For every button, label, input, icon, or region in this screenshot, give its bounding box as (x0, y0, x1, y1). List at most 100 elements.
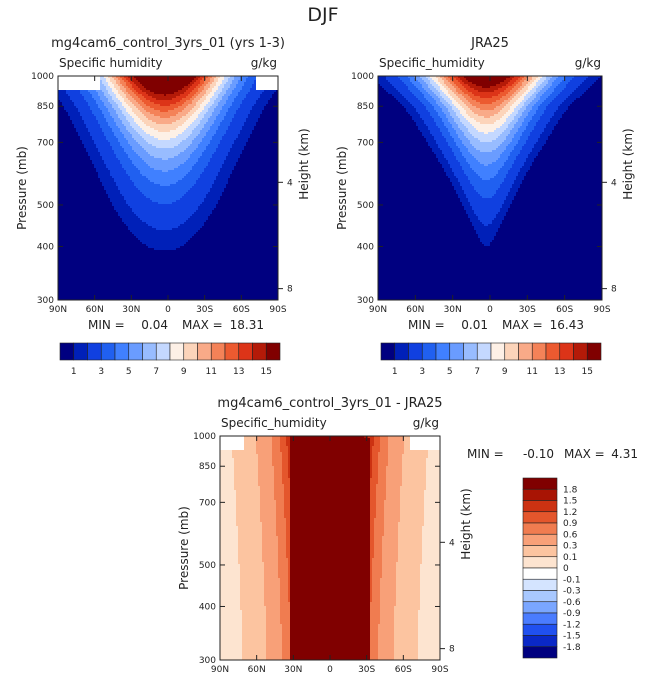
x-tick-label: 90N (369, 305, 387, 315)
y-tick-label: 400 (357, 242, 374, 252)
min-label: MIN = (467, 447, 504, 461)
x-tick-label: 0 (487, 305, 493, 315)
colorbar-tick-label: -1.2 (563, 620, 581, 630)
colorbar-tick-label: 0 (563, 564, 569, 574)
colorbar-swatch (523, 613, 557, 624)
colorbar-swatch (88, 343, 102, 360)
units-label: g/kg (251, 56, 277, 70)
colorbar-swatch (523, 624, 557, 635)
y-tick-label: 500 (199, 561, 216, 571)
colorbar-swatch (523, 546, 557, 557)
contour-field (378, 76, 602, 300)
y2-tick-label: 8 (287, 285, 293, 295)
colorbar-tick-label: 3 (419, 367, 425, 377)
colorbar-swatch (523, 512, 557, 523)
y-axis-label: Pressure (mb) (335, 146, 349, 230)
x-tick-label: 0 (327, 665, 333, 675)
x-tick-label: 90S (431, 665, 448, 675)
colorbar-swatch (574, 343, 588, 360)
colorbar-tick-label: 3 (98, 367, 104, 377)
x-tick-label: 60S (556, 305, 573, 315)
colorbar-swatch (198, 343, 212, 360)
colorbar-tick-label: 13 (233, 367, 244, 377)
y-tick-label: 700 (37, 138, 54, 148)
colorbar-tick-label: -1.5 (563, 632, 581, 642)
colorbar-swatch (156, 343, 170, 360)
y2-tick-label: 4 (287, 178, 293, 188)
colorbar-swatch (523, 478, 557, 489)
y2-axis-label: Height (km) (621, 128, 635, 199)
colorbar-swatch (211, 343, 225, 360)
x-tick-label: 60N (248, 665, 266, 675)
colorbar-swatch (436, 343, 450, 360)
colorbar-tick-label: 0.6 (563, 530, 578, 540)
figure-canvas: DJF mg4cam6_control_3yrs_01 (yrs 1-3)Spe… (0, 0, 647, 684)
colorbar-swatch (253, 343, 267, 360)
max-value: 18.31 (230, 318, 264, 332)
min-value: 0.01 (461, 318, 488, 332)
y2-tick-label: 4 (611, 178, 617, 188)
contour-field (220, 436, 440, 660)
colorbar-tick-label: 1.2 (563, 508, 577, 518)
x-tick-label: 60S (395, 665, 412, 675)
y-tick-label: 850 (199, 462, 216, 472)
y-tick-label: 1000 (193, 432, 216, 442)
colorbar-tick-label: 11 (527, 367, 538, 377)
colorbar-swatch (523, 579, 557, 590)
colorbar-tick-label: -0.3 (563, 587, 581, 597)
colorbar-swatch (523, 591, 557, 602)
panel-model: mg4cam6_control_3yrs_01 (yrs 1-3) Specifi… (15, 36, 311, 377)
variable-label: Specific_humidity (221, 416, 327, 430)
variable-label: Specific_humidity (379, 56, 485, 70)
colorbar-swatch (523, 636, 557, 647)
colorbar-tick-label: 1 (71, 367, 77, 377)
colorbar-swatch (101, 343, 115, 360)
x-tick-label: 30N (284, 665, 302, 675)
x-tick-label: 90N (211, 665, 229, 675)
colorbar-swatch (532, 343, 546, 360)
colorbar-swatch (395, 343, 409, 360)
x-tick-label: 0 (165, 305, 171, 315)
units-label: g/kg (413, 416, 439, 430)
panel-diff: mg4cam6_control_3yrs_01 - JRA25 Specific_… (177, 396, 638, 675)
colorbar-tick-label: 11 (206, 367, 217, 377)
colorbar-swatch (523, 557, 557, 568)
y2-axis-label: Height (km) (297, 128, 311, 199)
colorbar-swatch (546, 343, 560, 360)
x-tick-label: 30N (444, 305, 462, 315)
colorbar-swatch (60, 343, 74, 360)
colorbar-tick-label: 15 (261, 367, 272, 377)
y-tick-label: 500 (37, 201, 54, 211)
min-value: 0.04 (141, 318, 168, 332)
colorbar-tick-label: -0.6 (563, 598, 581, 608)
panel-title: mg4cam6_control_3yrs_01 (yrs 1-3) (51, 36, 285, 51)
colorbar-swatch (74, 343, 88, 360)
y-tick-label: 700 (199, 498, 216, 508)
colorbar-swatch (519, 343, 533, 360)
colorbar-tick-label: 5 (126, 367, 132, 377)
colorbar-swatch (381, 343, 395, 360)
colorbar-tick-label: 1 (392, 367, 398, 377)
x-tick-label: 60N (406, 305, 424, 315)
panel-title: mg4cam6_control_3yrs_01 - JRA25 (217, 396, 442, 411)
contour-field (58, 76, 278, 300)
colorbar-tick-label: 13 (554, 367, 565, 377)
colorbar-tick-label: 0.1 (563, 553, 577, 563)
x-tick-label: 30S (196, 305, 213, 315)
colorbar-swatch (409, 343, 423, 360)
panel-title: JRA25 (470, 36, 509, 51)
variable-label: Specific humidity (59, 56, 163, 70)
max-value: 16.43 (550, 318, 584, 332)
x-tick-label: 60N (86, 305, 104, 315)
colorbar-swatch (477, 343, 491, 360)
colorbar-swatch (225, 343, 239, 360)
colorbar-swatch (523, 568, 557, 579)
colorbar-tick-label: 7 (153, 367, 159, 377)
colorbar-swatch (143, 343, 157, 360)
colorbar-swatch (523, 489, 557, 500)
y-tick-label: 1000 (31, 72, 54, 82)
y-axis-label: Pressure (mb) (15, 146, 29, 230)
y-tick-label: 1000 (351, 72, 374, 82)
max-label: MAX = (502, 318, 543, 332)
x-tick-label: 60S (233, 305, 250, 315)
